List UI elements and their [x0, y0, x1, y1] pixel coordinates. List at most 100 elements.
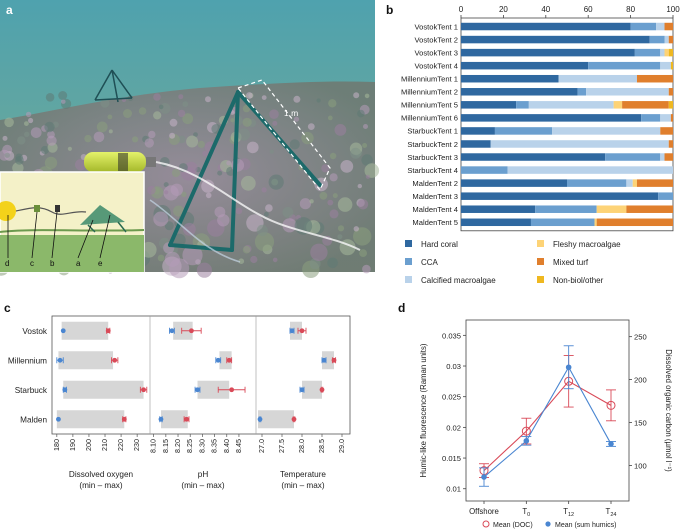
coral-blob: [328, 99, 337, 108]
bar-segment-cca: [516, 101, 529, 109]
coral-blob: [157, 254, 165, 262]
coral-blob: [365, 174, 370, 179]
doc-point: [331, 357, 337, 363]
coral-blob: [289, 139, 300, 150]
site-label: Malden: [20, 415, 47, 424]
humics-point: [62, 387, 68, 393]
x-tick-label: 100: [666, 5, 680, 14]
coral-blob: [153, 93, 161, 101]
x-tick-subscript: 24: [610, 512, 616, 518]
plot-frame: [460, 17, 674, 232]
coral-blob: [182, 245, 203, 266]
coral-blob: [269, 109, 279, 119]
bar-segment-cca: [567, 179, 627, 187]
coral-blob: [363, 124, 368, 129]
coral-blob: [196, 262, 212, 278]
panel-label-d: d: [398, 301, 405, 315]
coral-blob: [107, 114, 113, 120]
legend-swatch: [405, 258, 412, 265]
inset-label-e: e: [98, 259, 103, 268]
point-doc: [606, 400, 616, 410]
y-tick-label-left: 0.03: [446, 362, 461, 371]
panel-c: c Vostok Millennium Starbuck Malden 180 190 20…: [4, 301, 351, 490]
coral-blob: [2, 135, 8, 141]
coral-blob: [353, 226, 359, 232]
legend-marker-doc: [482, 520, 490, 528]
coral-blob: [193, 132, 198, 138]
coral-blob: [84, 134, 92, 143]
coral-blob: [182, 101, 189, 108]
bar-segment-cca: [588, 61, 661, 70]
coral-blob: [353, 92, 360, 99]
x-tick-label: 210: [100, 439, 109, 451]
inset-label-b: b: [50, 259, 55, 268]
legend-label: Fleshy macroalgae: [553, 240, 621, 249]
category-label: MillenniumTent 5: [401, 101, 458, 110]
coral-blob: [108, 129, 113, 134]
subplot-subtitle: (min – max): [79, 481, 122, 490]
category-label: MillenniumTent 1: [401, 75, 458, 84]
panel-label-c: c: [4, 301, 11, 315]
coral-blob: [197, 140, 205, 148]
coral-blob: [178, 135, 186, 144]
coral-blob: [361, 154, 373, 166]
bar-segment-hard_coral: [461, 74, 559, 83]
bar-segment-mixed_turf: [664, 153, 673, 161]
coral-blob: [327, 257, 338, 269]
legend-label: CCA: [421, 258, 439, 267]
x-tick-label: 60: [584, 5, 593, 14]
x-tick-label: T12: [563, 507, 574, 518]
y-tick-label-right: 150: [634, 419, 647, 428]
category-label: MillenniumTent 6: [401, 114, 458, 123]
category-label: StarbuckTent 2: [407, 140, 458, 149]
coral-blob: [201, 179, 215, 193]
coral-blob: [321, 164, 330, 173]
legend-swatch: [405, 240, 412, 247]
coral-blob: [93, 131, 105, 143]
y-tick-label-left: 0.025: [442, 393, 461, 402]
coral-blob: [269, 149, 274, 154]
range-box: [197, 380, 230, 399]
category-label: StarbuckTent 1: [407, 127, 458, 136]
bar-segment-fleshy: [613, 101, 623, 109]
x-tick-label: 220: [116, 439, 125, 451]
coral-blob: [170, 183, 183, 196]
category-label: MaldenTent 5: [412, 218, 458, 227]
coral-blob: [96, 121, 108, 133]
x-tick-label: 8.40: [222, 439, 231, 453]
category-label: VostokTent 3: [415, 48, 458, 57]
doc-point: [189, 328, 194, 334]
bar-segment-fleshy: [594, 218, 597, 227]
coral-blob: [171, 168, 181, 178]
coral-blob: [340, 160, 354, 173]
coral-blob: [24, 121, 29, 126]
doc-point: [319, 387, 325, 393]
inset-label-a: a: [76, 259, 81, 268]
x-tick-label: 8.35: [210, 439, 219, 453]
coral-blob: [183, 222, 196, 236]
y-tick-label-right: 250: [634, 333, 647, 342]
coral-blob: [153, 111, 162, 120]
category-label: StarbuckTent 4: [407, 166, 458, 175]
coral-blob: [264, 211, 269, 217]
bar-segment-calcified: [558, 74, 637, 83]
doc-point: [291, 416, 297, 422]
coral-blob: [293, 116, 300, 122]
coral-blob: [217, 214, 230, 227]
bar-segment-cca: [630, 22, 657, 31]
coral-blob: [256, 224, 268, 236]
x-tick-label: 28.5: [317, 439, 326, 453]
bar-segment-mixed_turf: [596, 218, 673, 227]
legend-label: Mixed turf: [553, 258, 589, 267]
tent-scale-outline: [236, 79, 331, 192]
coral-blob: [46, 135, 57, 146]
coral-blob: [327, 199, 334, 206]
legend-label-doc: Mean (DOC): [493, 522, 533, 529]
coral-blob: [282, 206, 294, 218]
x-tick-label: 0: [459, 5, 464, 14]
coral-blob: [169, 132, 176, 139]
y-tick-label-right: 100: [634, 461, 647, 470]
humics-point: [158, 416, 164, 422]
humics-point: [289, 328, 295, 334]
bar-segment-mixed_turf: [668, 88, 673, 96]
